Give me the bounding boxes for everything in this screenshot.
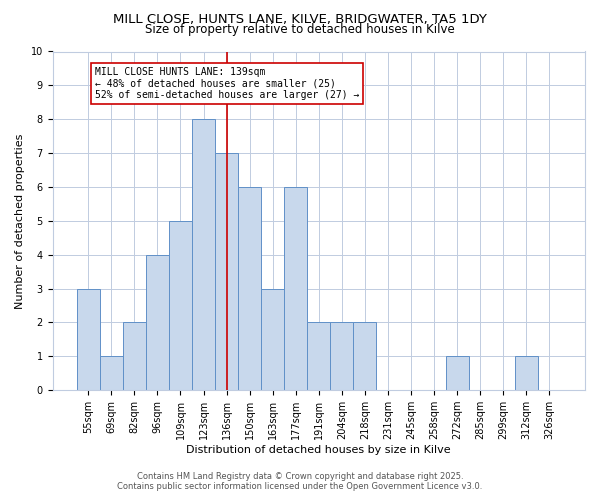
- Bar: [284, 187, 307, 390]
- Text: MILL CLOSE HUNTS LANE: 139sqm
← 48% of detached houses are smaller (25)
52% of s: MILL CLOSE HUNTS LANE: 139sqm ← 48% of d…: [95, 66, 359, 100]
- Bar: [307, 322, 330, 390]
- Bar: [330, 322, 353, 390]
- Bar: [261, 288, 284, 390]
- Text: Contains HM Land Registry data © Crown copyright and database right 2025.
Contai: Contains HM Land Registry data © Crown c…: [118, 472, 482, 491]
- Bar: [192, 119, 215, 390]
- Bar: [515, 356, 538, 390]
- Text: MILL CLOSE, HUNTS LANE, KILVE, BRIDGWATER, TA5 1DY: MILL CLOSE, HUNTS LANE, KILVE, BRIDGWATE…: [113, 12, 487, 26]
- Bar: [169, 221, 192, 390]
- Y-axis label: Number of detached properties: Number of detached properties: [15, 133, 25, 308]
- Bar: [446, 356, 469, 390]
- Bar: [238, 187, 261, 390]
- Bar: [123, 322, 146, 390]
- Text: Size of property relative to detached houses in Kilve: Size of property relative to detached ho…: [145, 22, 455, 36]
- Bar: [77, 288, 100, 390]
- X-axis label: Distribution of detached houses by size in Kilve: Distribution of detached houses by size …: [187, 445, 451, 455]
- Bar: [215, 153, 238, 390]
- Bar: [100, 356, 123, 390]
- Bar: [146, 254, 169, 390]
- Bar: [353, 322, 376, 390]
